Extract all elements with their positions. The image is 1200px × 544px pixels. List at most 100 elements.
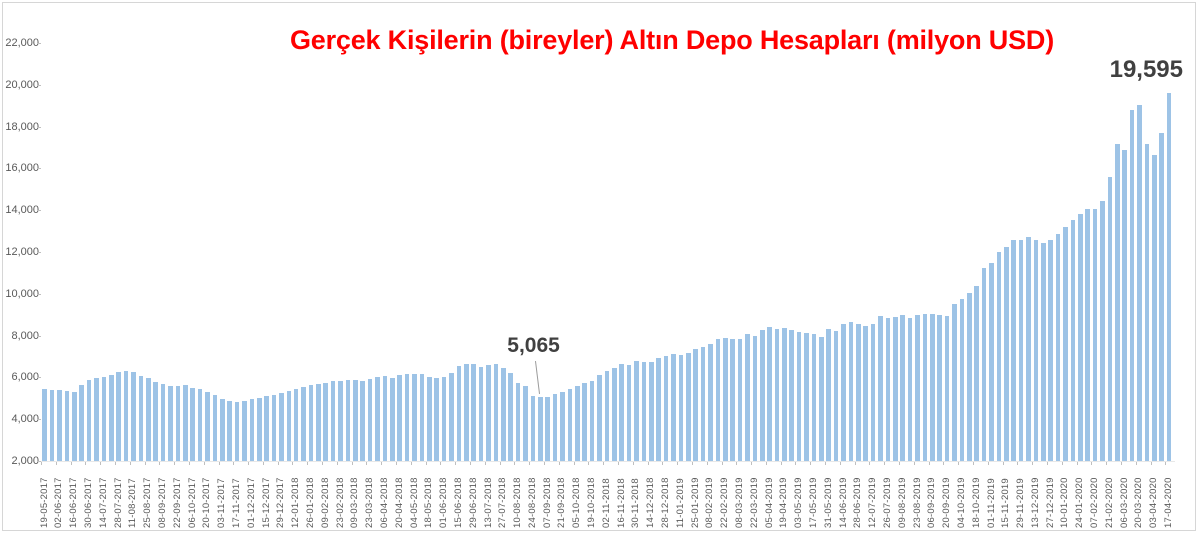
bar (811, 334, 817, 461)
bar (737, 338, 743, 461)
x-axis-tick-mark (470, 462, 472, 465)
bar (57, 389, 62, 461)
x-axis-tick-label: 13-12-2019 (1029, 477, 1041, 528)
bar (153, 381, 158, 461)
x-axis-tick-mark (736, 462, 738, 465)
bar (722, 338, 728, 461)
x-axis-tick-mark (114, 462, 116, 465)
x-axis-tick-mark (55, 462, 57, 465)
x-axis-tick-mark (839, 462, 841, 465)
bar (1129, 110, 1135, 461)
bar (493, 363, 499, 461)
x-axis-tick-mark (1002, 462, 1004, 465)
bar (1151, 155, 1157, 461)
x-axis-tick-label: 20-04-2018 (393, 477, 405, 528)
x-axis-tick-mark (765, 462, 767, 465)
y-axis-tick-label: 10,000 (5, 287, 39, 300)
x-axis-tick-label: 23-08-2019 (911, 477, 923, 528)
bar (745, 334, 750, 461)
x-axis-tick-mark (188, 462, 190, 465)
x-axis-tick-mark (573, 462, 575, 465)
bar (619, 363, 624, 461)
bar (759, 330, 765, 461)
y-axis-tick-label: 2,000 (11, 455, 39, 467)
x-axis-tick-label: 25-08-2017 (142, 477, 154, 528)
bar (205, 392, 210, 461)
bar (826, 329, 832, 461)
bar (671, 354, 676, 461)
bar (1004, 246, 1009, 461)
bar (1085, 208, 1090, 461)
x-axis-tick-mark (440, 462, 442, 465)
bar (471, 363, 477, 461)
y-axis-tick-label: 8,000 (11, 329, 39, 342)
bar (219, 398, 225, 461)
bar (582, 383, 587, 461)
bar (160, 383, 166, 461)
bar (974, 285, 980, 461)
bar (486, 365, 491, 461)
bar (604, 371, 610, 461)
x-axis-tick-mark (366, 462, 368, 465)
bar (967, 292, 972, 461)
bar (930, 313, 935, 461)
x-axis-tick-label: 24-01-2020 (1074, 477, 1086, 528)
x-axis-tick-label: 07-09-2018 (541, 477, 553, 528)
x-axis-tick-label: 04-10-2019 (955, 477, 967, 528)
x-axis-tick-label: 14-07-2017 (97, 477, 109, 528)
x-axis-tick-label: 23-02-2018 (334, 477, 346, 528)
bar (212, 395, 218, 461)
x-axis-tick-mark (603, 462, 605, 465)
bar (242, 401, 247, 461)
bar (937, 315, 943, 461)
x-axis-tick-mark (884, 462, 886, 465)
bar (1122, 150, 1127, 461)
x-axis-tick-mark (706, 462, 708, 465)
x-axis-tick-mark (588, 462, 590, 465)
bar (656, 358, 661, 461)
bar (464, 363, 469, 461)
x-axis-tick-mark (869, 462, 871, 465)
bar (1077, 213, 1083, 461)
x-axis-tick-mark (825, 462, 827, 465)
x-axis-tick-mark (70, 462, 72, 465)
bar (597, 375, 602, 461)
annotation-leader-line (535, 360, 541, 394)
bar (1070, 220, 1076, 461)
bar (530, 396, 536, 461)
bar (108, 374, 114, 461)
bar (264, 396, 269, 461)
bar (382, 375, 388, 461)
bar (819, 337, 824, 461)
bar (64, 390, 70, 461)
bar (338, 380, 343, 461)
bar (589, 381, 595, 461)
x-axis-tick-label: 30-06-2017 (83, 477, 95, 528)
bar (752, 336, 758, 461)
x-axis-tick-mark (174, 462, 176, 465)
x-axis-tick-label: 18-10-2019 (970, 477, 982, 528)
x-axis-tick-label: 31-05-2019 (822, 477, 834, 528)
x-axis-tick-mark (751, 462, 753, 465)
bar (841, 324, 846, 461)
bar (301, 387, 306, 461)
x-axis-tick-mark (1076, 462, 1078, 465)
bar (552, 394, 558, 461)
x-axis-tick-mark (159, 462, 161, 465)
x-axis-tick-label: 21-09-2018 (556, 477, 568, 528)
bar (545, 396, 550, 461)
bar (848, 321, 854, 461)
x-axis-tick-mark (854, 462, 856, 465)
bar (227, 400, 232, 461)
x-axis-tick-label: 12-01-2018 (290, 477, 302, 528)
x-axis-tick-label: 30-11-2018 (630, 478, 642, 528)
x-axis-tick-label: 11-08-2017 (127, 478, 139, 528)
bar (419, 374, 425, 461)
x-axis-tick-mark (218, 462, 220, 465)
bar (123, 370, 129, 461)
bar (708, 343, 713, 461)
y-axis-tick-label: 20,000 (5, 78, 39, 91)
x-axis-tick-mark (484, 462, 486, 465)
x-axis-tick-label: 23-03-2018 (364, 477, 376, 528)
bar (567, 389, 573, 461)
